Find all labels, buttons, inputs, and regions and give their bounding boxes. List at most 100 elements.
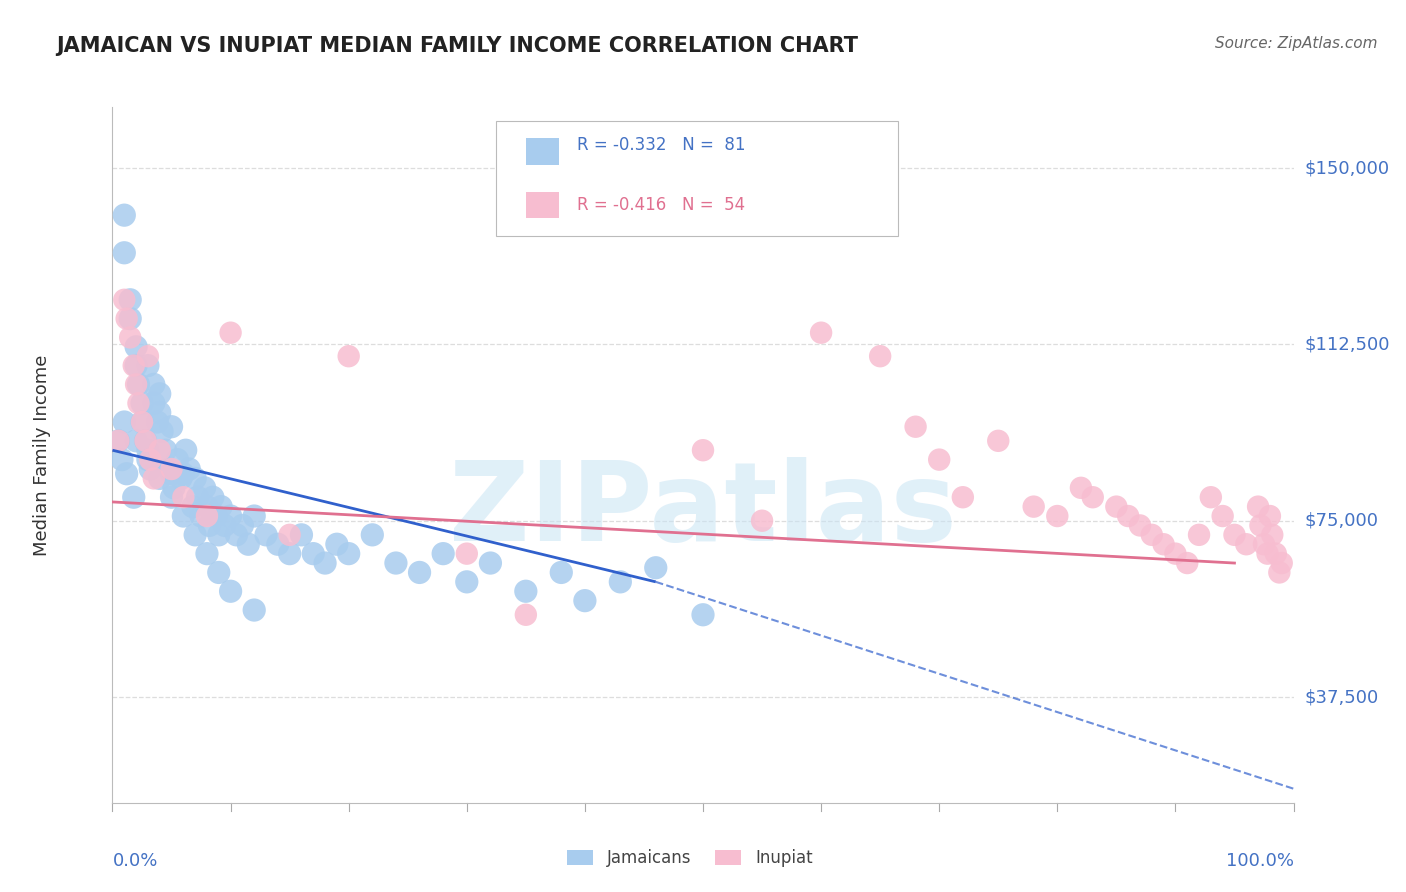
Point xyxy=(1271,556,1294,570)
Text: R = -0.332   N =  81: R = -0.332 N = 81 xyxy=(576,136,745,154)
Point xyxy=(127,377,149,392)
Point xyxy=(456,547,478,561)
Point xyxy=(751,514,773,528)
Point xyxy=(1140,528,1163,542)
Text: Median Family Income: Median Family Income xyxy=(32,354,51,556)
Point xyxy=(1258,509,1281,524)
Point xyxy=(127,396,149,410)
Text: R = -0.416   N =  54: R = -0.416 N = 54 xyxy=(576,196,745,214)
Point xyxy=(163,481,186,495)
Point xyxy=(136,443,159,458)
Point xyxy=(184,471,207,485)
Point xyxy=(131,396,153,410)
Point xyxy=(149,406,172,420)
Point xyxy=(290,528,312,542)
Text: Jamaicans: Jamaicans xyxy=(607,849,692,867)
Point xyxy=(692,443,714,458)
Point xyxy=(201,490,224,504)
Point xyxy=(125,434,148,448)
Point xyxy=(1022,500,1045,514)
Point xyxy=(186,490,208,504)
Point xyxy=(225,528,247,542)
Point xyxy=(243,603,266,617)
Text: Source: ZipAtlas.com: Source: ZipAtlas.com xyxy=(1215,36,1378,51)
Point xyxy=(219,584,242,599)
Point xyxy=(190,509,212,524)
Point xyxy=(135,434,157,448)
Point xyxy=(479,556,502,570)
Point xyxy=(432,547,454,561)
Point xyxy=(146,415,169,429)
Point xyxy=(172,509,194,524)
Point xyxy=(692,607,714,622)
Point xyxy=(112,208,135,222)
Point xyxy=(120,330,142,344)
Point xyxy=(987,434,1010,448)
Point xyxy=(231,518,253,533)
Text: 100.0%: 100.0% xyxy=(1226,852,1294,870)
Point xyxy=(219,326,242,340)
Point xyxy=(1212,509,1234,524)
Point xyxy=(184,528,207,542)
Text: $75,000: $75,000 xyxy=(1305,512,1379,530)
Point xyxy=(115,467,138,481)
Point xyxy=(198,518,221,533)
Point xyxy=(254,528,277,542)
Point xyxy=(574,593,596,607)
Point xyxy=(1247,500,1270,514)
Point xyxy=(337,349,360,363)
Point xyxy=(214,518,236,533)
Point xyxy=(1253,537,1275,551)
Point xyxy=(1264,547,1286,561)
Point xyxy=(1234,537,1257,551)
Point xyxy=(408,566,430,580)
Point xyxy=(515,607,537,622)
Point xyxy=(1164,547,1187,561)
Bar xyxy=(714,850,741,865)
Point xyxy=(644,560,666,574)
Point xyxy=(125,359,148,373)
Point xyxy=(112,293,135,307)
Point xyxy=(1081,490,1104,504)
Bar xyxy=(526,192,560,219)
Text: Inupiat: Inupiat xyxy=(755,849,813,867)
Point xyxy=(1175,556,1198,570)
Point xyxy=(326,537,349,551)
Point xyxy=(115,311,138,326)
Point xyxy=(1116,509,1139,524)
Point xyxy=(238,537,260,551)
Point xyxy=(172,490,194,504)
Point xyxy=(1046,509,1069,524)
Point xyxy=(1070,481,1092,495)
Point xyxy=(160,462,183,476)
Point xyxy=(160,467,183,481)
Point xyxy=(136,359,159,373)
Point xyxy=(205,509,228,524)
Point xyxy=(136,452,159,467)
Point xyxy=(952,490,974,504)
Point xyxy=(1223,528,1246,542)
Point xyxy=(550,566,572,580)
Text: 0.0%: 0.0% xyxy=(112,852,157,870)
Point xyxy=(160,490,183,504)
Point xyxy=(120,311,142,326)
Point xyxy=(111,452,134,467)
Point xyxy=(609,574,631,589)
Point xyxy=(181,500,204,514)
Point xyxy=(208,528,231,542)
Point xyxy=(131,415,153,429)
Point xyxy=(302,547,325,561)
Point xyxy=(515,584,537,599)
Text: ZIPatlas: ZIPatlas xyxy=(449,457,957,564)
Bar xyxy=(567,850,593,865)
Point xyxy=(243,509,266,524)
Point xyxy=(122,359,145,373)
Point xyxy=(160,419,183,434)
Point xyxy=(179,462,201,476)
Point xyxy=(195,500,218,514)
Bar xyxy=(526,138,560,165)
Point xyxy=(1105,500,1128,514)
Point xyxy=(456,574,478,589)
Point xyxy=(278,528,301,542)
Point xyxy=(157,462,180,476)
